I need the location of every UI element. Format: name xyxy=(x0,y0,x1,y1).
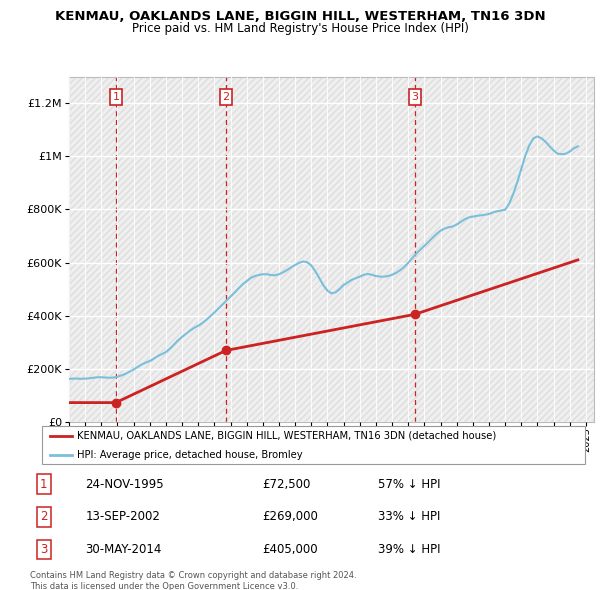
Text: 3: 3 xyxy=(40,543,47,556)
Text: 2: 2 xyxy=(40,510,47,523)
Text: 2: 2 xyxy=(223,92,230,102)
Text: 3: 3 xyxy=(412,92,418,102)
FancyBboxPatch shape xyxy=(42,426,585,464)
Text: 1: 1 xyxy=(40,478,47,491)
Text: 13-SEP-2002: 13-SEP-2002 xyxy=(85,510,160,523)
Text: 57% ↓ HPI: 57% ↓ HPI xyxy=(378,478,440,491)
Text: KENMAU, OAKLANDS LANE, BIGGIN HILL, WESTERHAM, TN16 3DN (detached house): KENMAU, OAKLANDS LANE, BIGGIN HILL, WEST… xyxy=(77,431,497,441)
Text: 30-MAY-2014: 30-MAY-2014 xyxy=(85,543,161,556)
Text: 33% ↓ HPI: 33% ↓ HPI xyxy=(378,510,440,523)
Text: £269,000: £269,000 xyxy=(262,510,318,523)
Text: HPI: Average price, detached house, Bromley: HPI: Average price, detached house, Brom… xyxy=(77,450,303,460)
Text: 1: 1 xyxy=(112,92,119,102)
Text: Contains HM Land Registry data © Crown copyright and database right 2024.
This d: Contains HM Land Registry data © Crown c… xyxy=(30,571,356,590)
Text: 39% ↓ HPI: 39% ↓ HPI xyxy=(378,543,440,556)
Text: £405,000: £405,000 xyxy=(262,543,317,556)
Text: KENMAU, OAKLANDS LANE, BIGGIN HILL, WESTERHAM, TN16 3DN: KENMAU, OAKLANDS LANE, BIGGIN HILL, WEST… xyxy=(55,10,545,23)
Text: 24-NOV-1995: 24-NOV-1995 xyxy=(85,478,164,491)
Text: £72,500: £72,500 xyxy=(262,478,310,491)
Text: Price paid vs. HM Land Registry's House Price Index (HPI): Price paid vs. HM Land Registry's House … xyxy=(131,22,469,35)
